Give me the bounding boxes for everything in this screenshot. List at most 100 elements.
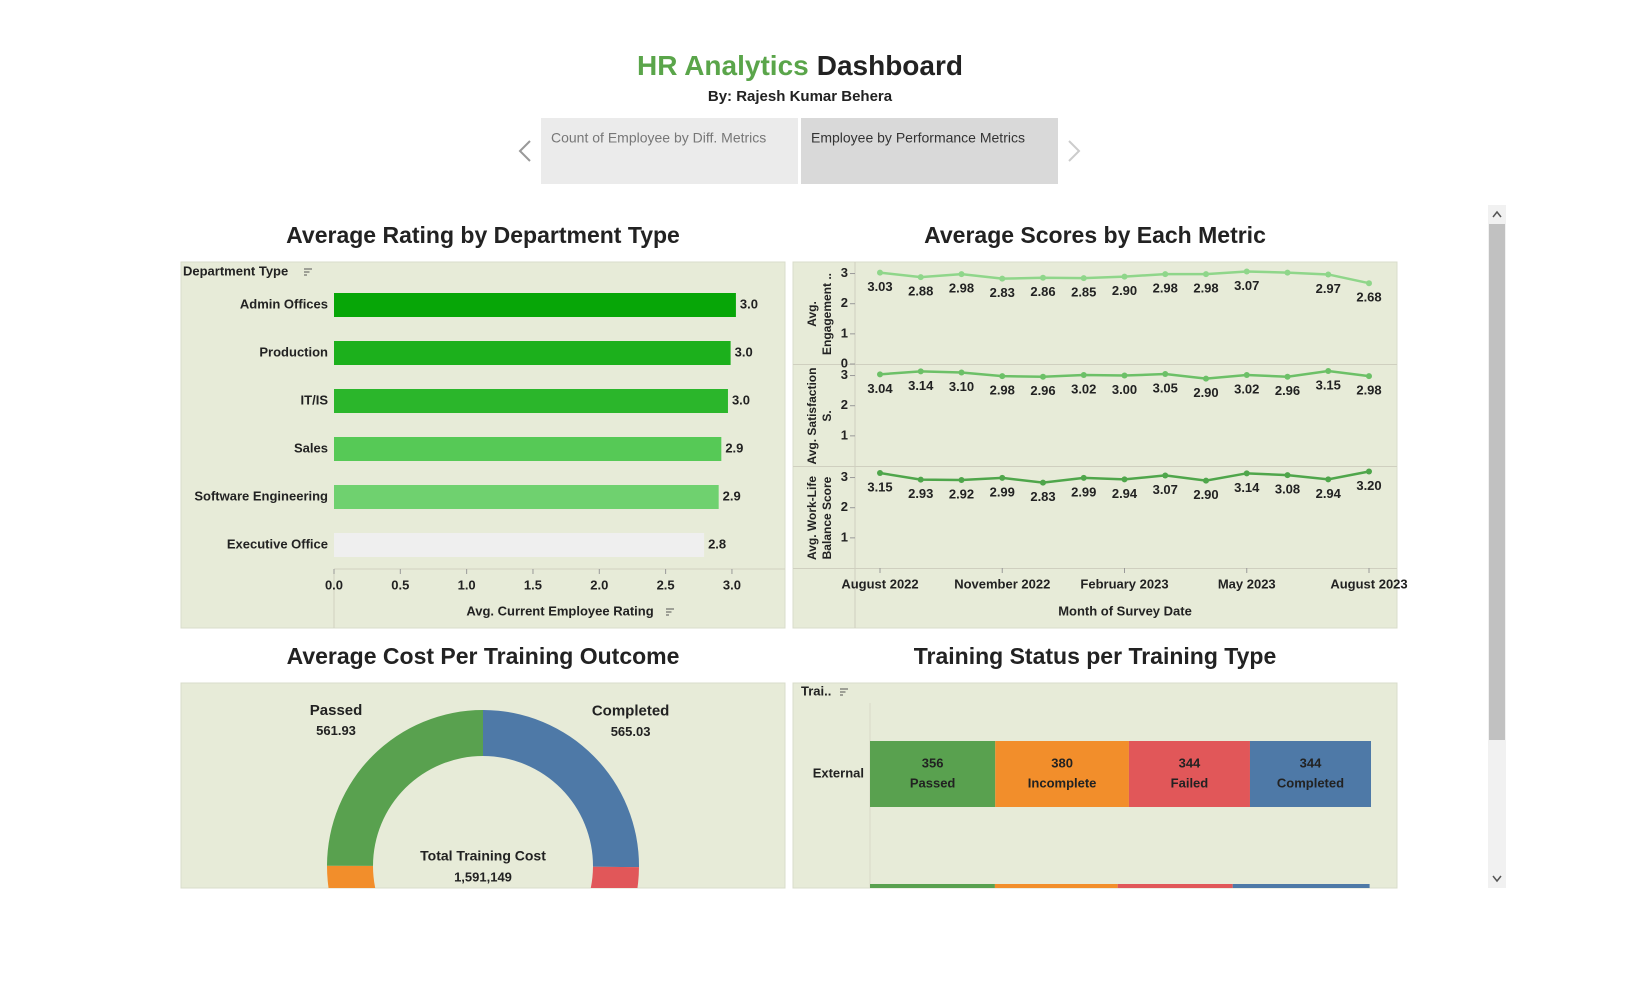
bar	[334, 293, 736, 317]
pie-group: Completed 565.03 Passed 561.93 Total Trainin…	[310, 702, 669, 888]
point	[1243, 470, 1250, 477]
y-axis-title: Avg. Engagement ..	[805, 273, 834, 356]
scrollbar-thumb[interactable]	[1489, 224, 1505, 740]
value-label: 2.93	[908, 486, 933, 501]
value-label: 3.0	[740, 296, 758, 311]
point	[1366, 468, 1372, 475]
point	[1325, 271, 1332, 278]
x-tick-label: 0.5	[391, 577, 409, 592]
category-label: Sales	[294, 440, 328, 455]
bar	[334, 341, 731, 365]
slice-label: Passed	[310, 702, 363, 719]
point	[958, 271, 965, 278]
segment-value: 356	[922, 755, 944, 770]
value-label: 3.04	[867, 381, 893, 396]
segment-value: 355	[922, 898, 944, 913]
slice-value: 565.03	[611, 724, 651, 739]
point	[1366, 280, 1372, 287]
point	[1243, 268, 1250, 275]
value-label: 2.83	[1030, 489, 1055, 504]
x-tick-label: 1.5	[524, 577, 542, 592]
point	[1040, 373, 1046, 380]
value-label: 2.96	[1275, 383, 1300, 398]
tab-next[interactable]	[1068, 140, 1081, 162]
segment-value: 327	[1164, 898, 1186, 913]
segment-name: Completed	[1268, 918, 1335, 933]
x-tick-label: February 2023	[1080, 576, 1168, 591]
point	[917, 274, 924, 281]
value-label: 2.90	[1112, 283, 1137, 298]
point	[1325, 368, 1332, 375]
value-label: 2.94	[1316, 486, 1342, 501]
bar-segment	[870, 884, 995, 888]
y-tick-label: 2	[841, 499, 848, 514]
point	[999, 373, 1006, 380]
value-label: 3.05	[1153, 380, 1178, 395]
point	[1203, 271, 1209, 278]
x-axis-title: Avg. Current Employee Rating	[466, 603, 653, 618]
bar-segment	[1128, 741, 1250, 807]
y-axis-title: Department Type	[183, 263, 288, 278]
point	[1162, 371, 1169, 378]
tab-active[interactable]	[801, 118, 1058, 184]
bar	[334, 485, 719, 509]
point	[1284, 373, 1291, 380]
tab-label[interactable]: Count of Employee by Diff. Metrics	[551, 130, 766, 146]
value-label: 2.9	[725, 440, 743, 455]
chart-title: Average Scores by Each Metric	[924, 222, 1266, 248]
tab-label[interactable]: Employee by Performance Metrics	[811, 130, 1025, 146]
point	[1162, 472, 1169, 479]
y-tick-label: 3	[841, 469, 848, 484]
stacked-group: Trai.. External 356 Passed 380 Incomplete 344 F…	[801, 683, 1371, 933]
point	[1040, 274, 1046, 281]
chart-title: Training Status per Training Type	[914, 643, 1277, 669]
segment-value: 349	[1045, 898, 1067, 913]
tab[interactable]	[541, 118, 798, 184]
slice-value: 561.93	[316, 723, 356, 738]
category-label: IT/IS	[301, 392, 329, 407]
x-tick-label: August 2022	[841, 576, 918, 591]
value-label: 3.15	[1316, 377, 1341, 392]
value-label: 3.15	[867, 479, 892, 494]
point	[1325, 476, 1332, 483]
scroll-down[interactable]	[1492, 875, 1502, 883]
point	[1203, 375, 1209, 382]
value-label: 3.14	[908, 378, 934, 393]
segment-value: 389	[1290, 898, 1312, 913]
x-tick-label: May 2023	[1218, 576, 1276, 591]
point	[877, 371, 883, 378]
point	[1284, 472, 1291, 479]
x-tick-label: 0.0	[325, 577, 343, 592]
tab-prev[interactable]	[518, 140, 531, 162]
segment-name: Incomplete	[1022, 918, 1091, 933]
segment-name: Passed	[910, 775, 956, 790]
point	[917, 368, 924, 375]
point	[1040, 479, 1046, 486]
bar-segment	[994, 884, 1118, 888]
x-axis-title: Month of Survey Date	[1058, 603, 1192, 618]
category-label: Executive Office	[227, 536, 328, 551]
value-label: 3.07	[1234, 278, 1259, 293]
value-label: 3.0	[732, 392, 750, 407]
y-tick-label: 2	[841, 397, 848, 412]
value-label: 3.10	[949, 379, 974, 394]
value-label: 3.02	[1234, 381, 1259, 396]
bar	[334, 389, 728, 413]
point	[1121, 273, 1128, 280]
value-label: 3.20	[1356, 478, 1381, 493]
value-label: 2.98	[949, 281, 974, 296]
value-label: 2.88	[908, 284, 933, 299]
value-label: 3.02	[1071, 381, 1096, 396]
chart-title: Average Rating by Department Type	[286, 222, 680, 248]
category-label: Admin Offices	[240, 296, 328, 311]
point	[999, 275, 1006, 282]
scroll-up[interactable]	[1492, 210, 1502, 218]
point	[877, 269, 883, 276]
segment-name: Failed	[1171, 775, 1209, 790]
bar	[334, 437, 722, 461]
y-tick-label: 3	[841, 367, 848, 382]
segment-value: 344	[1179, 755, 1201, 770]
bar-segment	[1232, 884, 1370, 888]
value-label: 2.99	[990, 484, 1015, 499]
